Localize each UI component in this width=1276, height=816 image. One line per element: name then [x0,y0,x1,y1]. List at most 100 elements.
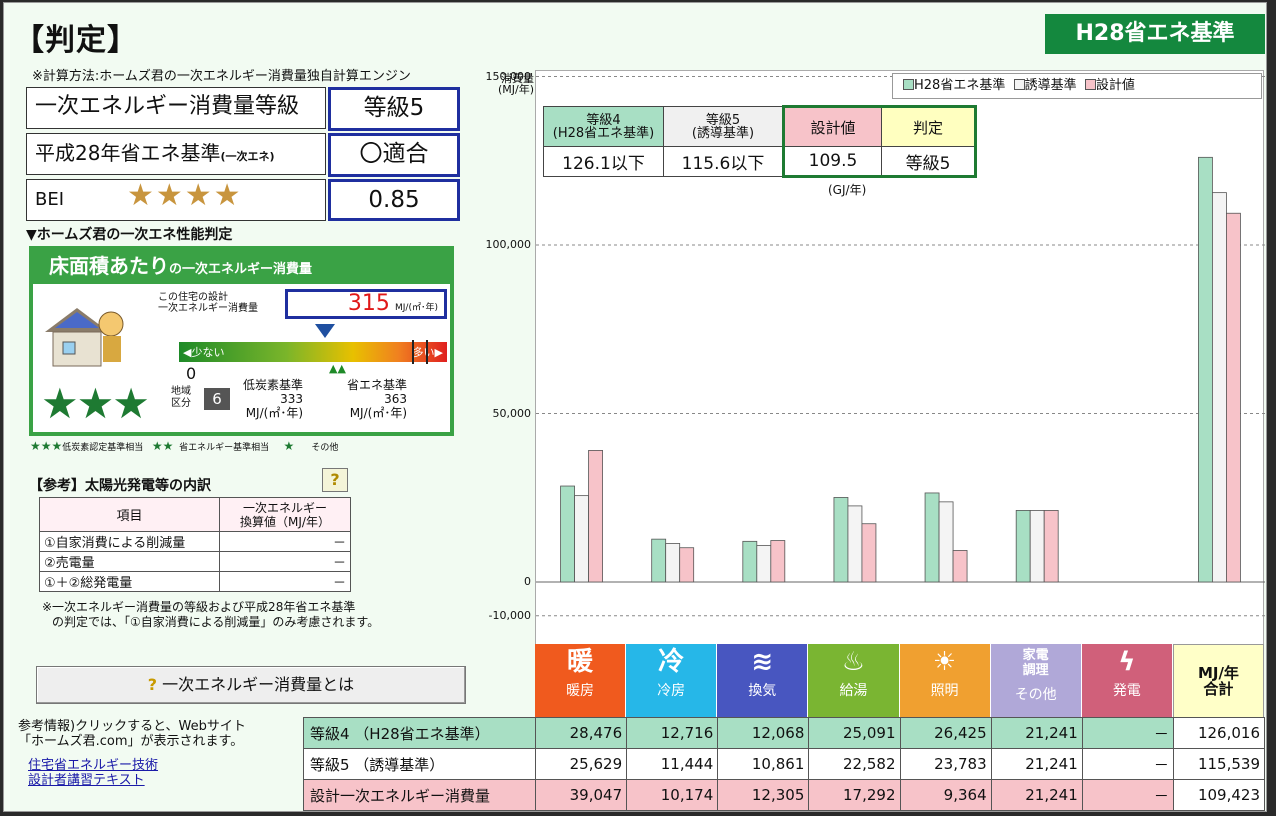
design-marker-icon [315,324,335,338]
category-icon: ♨ [841,647,866,677]
row-cell: 21,241 [990,717,1083,749]
solar-note-1: ※一次エネルギー消費量の等級および平成28年省エネ基準 [42,600,356,614]
stars-legend: ★★★低炭素認定基準相当 ★★ 省エネルギー基準相当 ★ その他 [30,439,338,453]
category-label: 冷房 [657,683,686,699]
standard-value: 〇適合 [328,133,460,177]
category-暖房: 暖暖房 [535,644,627,718]
chart-legend: H28省エネ基準 誘導基準 設計値 [892,73,1262,99]
row-cell: 12,305 [717,779,810,811]
category-icon: ϟ [1118,647,1136,677]
category-換気: ≋ 換気 [717,644,809,718]
row-cell: 11,444 [626,748,719,780]
solar-table: 項目 一次エネルギー 換算値（MJ/年） ①自家消費による削減量－ ②売電量－ … [39,497,351,592]
chart-frame: H28省エネ基準 誘導基準 設計値 等級4 (H28省エネ基準) 等級5 (誘導基準… [486,70,1265,645]
y-tick-label: 50,000 [492,406,532,420]
summary-header-grade4: 等級4 (H28省エネ基準) [543,106,664,147]
summary-unit: (GJ/年) [828,183,867,197]
row-cell: 9,364 [899,779,992,811]
link-designer-text[interactable]: 設計者講習テキスト [28,773,145,788]
energy-table: 等級4 （H28省エネ基準） 28,476 12,716 12,068 25,091 26… [303,717,1266,811]
category-label: その他 [1014,687,1057,703]
chart-bar [560,485,575,583]
row-cell: 12,068 [717,717,810,749]
legend-induce: 誘導基準 [1024,78,1077,93]
help-question-icon: ? [147,675,158,694]
what-is-energy-button[interactable]: ? 一次エネルギー消費量とは [36,666,466,704]
chart-bar [1226,212,1241,583]
category-label: 暖房 [566,683,595,699]
threshold-markers-icon: ▲▲ [329,362,346,375]
region-value: 6 [204,388,230,410]
category-冷房: 冷冷房 [626,644,718,718]
row-cell: 26,425 [899,717,992,749]
design-label-2: 一次エネルギー消費量 [158,303,258,314]
row-label: 等級5 （誘導基準） [303,748,536,780]
chart-bar [742,540,758,583]
region-label-2: 区分 [171,398,191,409]
category-label: 換気 [748,683,777,699]
row-cell: 23,783 [899,748,992,780]
ref-info-2: 「ホームズ君.com」が表示されます。 [18,734,244,749]
perf-heading: ▼ホームズ君の一次エネ性能判定 [26,227,233,243]
row-cell: － [1081,748,1174,780]
solar-row-item: ①自家消費による削減量 [39,531,220,552]
floor-title-sub: の一次エネルギー消費量 [169,262,313,277]
summary-header-verdict: 判定 [881,105,977,147]
table-row: ②売電量－ [39,551,351,572]
design-value-box: 315 MJ/(㎡･年) [285,289,447,319]
solar-note-2: の判定では、「①自家消費による削減量」のみ考慮されます。 [52,615,380,629]
chart-bar [1198,156,1213,583]
bei-label: BEI [35,189,65,210]
y-tick-label: 150,000 [485,69,532,83]
solar-col-value-2: 換算値（MJ/年） [240,514,330,529]
table-row: 等級4 （H28省エネ基準） 28,476 12,716 12,068 25,091 26… [303,717,1266,749]
judgement-panel: 【判定】 H28省エネ基準 ※計算方法:ホームズ君の一次エネルギー消費量独自計算… [3,2,1267,812]
chart-bar [1043,510,1059,583]
legend-swatch-induce [1013,79,1025,90]
floor-title: 床面積あたり [49,254,169,278]
energy-standard-value: 363 [384,392,408,406]
lowcarbon-unit: MJ/(㎡･年) [245,406,304,420]
gauge-low-label: 少ない [191,346,225,359]
category-発電: ϟ 発電 [1081,644,1173,718]
bei-label-box: BEI ★★★★ [26,178,326,221]
chart-bar [938,501,954,583]
category-icon: 家電 調理 [1022,648,1049,678]
bei-stars: ★★★★ [127,178,243,213]
row-label: 等級4 （H28省エネ基準） [303,717,536,749]
chart-bar [1015,510,1031,583]
chart-bar [665,543,681,583]
solar-help-button[interactable]: ? [322,468,348,492]
ref-info-1: 参考情報)クリックすると、Webサイト [18,719,246,734]
gauge-high-label: 多い [412,346,435,359]
calc-method-note: ※計算方法:ホームズ君の一次エネルギー消費量独自計算エンジン [32,69,411,84]
gauge-zero: 0 [186,364,197,383]
category-icon: 冷 [658,647,685,677]
table-row: 等級5 （誘導基準） 25,629 11,444 10,861 22,582 23,783… [303,748,1266,780]
what-is-energy-label: 一次エネルギー消費量とは [162,675,355,694]
chart-bar [1029,510,1045,583]
energy-gauge-bar: ◀少ない 多い▶ [179,340,447,364]
row-cell: 17,292 [808,779,901,811]
grade-value: 等級5 [328,87,460,131]
category-icon: ☀ [932,647,957,677]
solar-row-value: － [219,531,351,552]
lowcarbon-value: 333 [280,392,304,406]
chart-bar [756,544,772,583]
solar-col-value-1: 一次エネルギー [242,500,327,515]
link-energy-tech[interactable]: 住宅省エネルギー技術 [28,758,159,773]
row-cell: 28,476 [534,717,628,749]
table-row: ①自家消費による削減量－ [39,531,351,552]
grade-label-box: 一次エネルギー消費量等級 [26,87,326,129]
solar-row-item: ②売電量 [39,551,220,572]
standard-badge: H28省エネ基準 [1045,14,1265,54]
solar-row-value: － [219,571,351,592]
chart-bar [833,497,849,583]
energy-standard-unit: MJ/(㎡･年) [349,406,408,420]
category-その他: 家電 調理 その他 [990,644,1082,718]
solar-table-header: 項目 一次エネルギー 換算値（MJ/年） [39,497,351,532]
solar-row-item: ①＋②総発電量 [39,571,220,592]
legend-swatch-h28 [903,79,914,90]
legend-label-1: その他 [311,443,339,453]
category-label: 照明 [930,683,959,699]
